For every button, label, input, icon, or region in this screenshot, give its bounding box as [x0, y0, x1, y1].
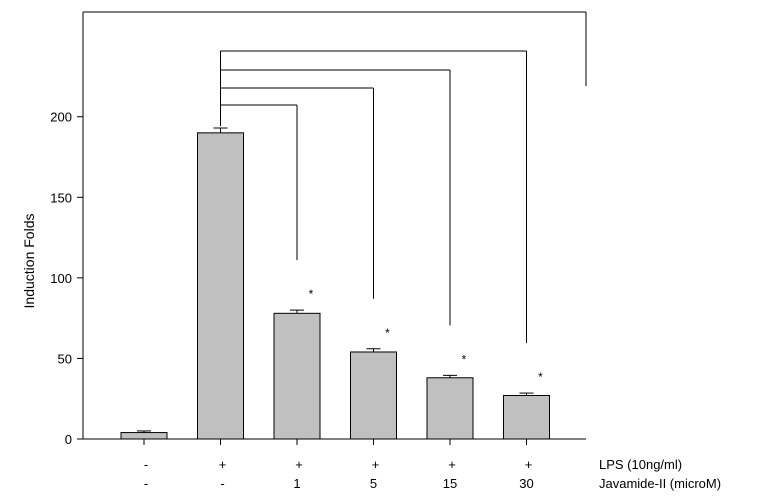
- plot-frame: [82, 11, 587, 440]
- significance-marker: *: [385, 326, 390, 340]
- condition-value: +: [295, 457, 303, 472]
- bar: [273, 312, 321, 440]
- comparison-brackets: [220, 50, 527, 344]
- bar: [120, 432, 168, 440]
- condition-value: +: [219, 457, 227, 472]
- condition-value: 5: [370, 476, 377, 491]
- y-tick-label: 0: [65, 432, 72, 447]
- y-tick-label: 200: [50, 110, 72, 125]
- significance-marker: *: [538, 370, 543, 384]
- condition-labels: - + + + + + LPS (10ng/ml)- -1 5 15 30 Javamide-II (…: [144, 457, 721, 491]
- condition-name: LPS (10ng/ml): [599, 457, 682, 472]
- condition-value: -: [220, 476, 224, 491]
- condition-value: 30: [519, 476, 533, 491]
- y-tick-label: 50: [58, 351, 72, 366]
- bars: * * * *: [120, 127, 550, 445]
- bar: [197, 132, 244, 440]
- bar: [350, 351, 397, 440]
- condition-value: +: [525, 457, 533, 472]
- y-tick-label: 150: [50, 190, 72, 205]
- y-axis: 0 50 100 150 200: [50, 110, 83, 447]
- condition-value: +: [448, 457, 456, 472]
- condition-name: Javamide-II (microM): [599, 476, 721, 491]
- significance-marker: *: [309, 287, 314, 301]
- y-axis-label: Induction Folds: [21, 214, 37, 309]
- condition-value: -: [144, 457, 148, 472]
- bar: [503, 394, 550, 440]
- condition-value: 1: [293, 476, 300, 491]
- condition-value: +: [372, 457, 380, 472]
- significance-marker: *: [462, 352, 467, 366]
- condition-value: 15: [443, 476, 457, 491]
- bar: [426, 377, 474, 440]
- y-tick-label: 100: [50, 271, 72, 286]
- condition-value: -: [144, 476, 148, 491]
